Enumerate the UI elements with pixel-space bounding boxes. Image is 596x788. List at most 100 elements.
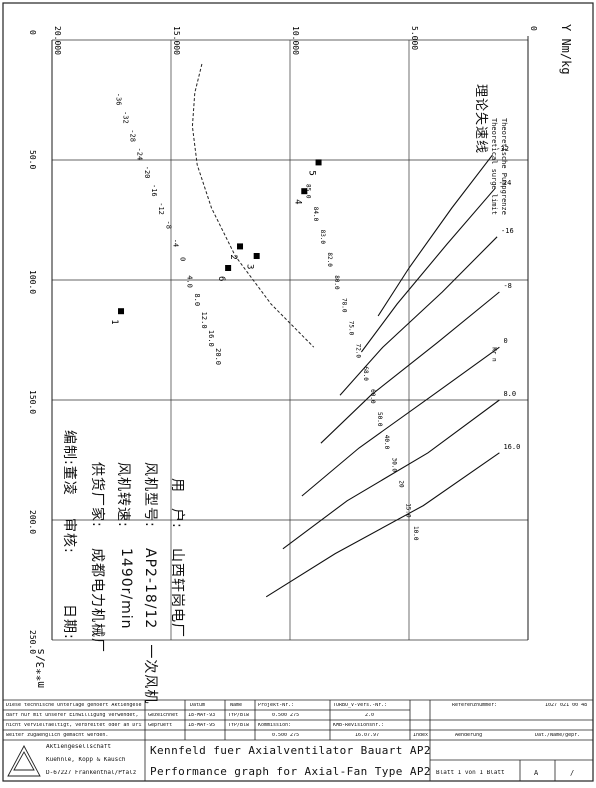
blade-angle-label: -20 bbox=[143, 166, 151, 179]
operating-point-label: Kr n bbox=[490, 347, 497, 362]
blade-angle-line bbox=[360, 188, 496, 353]
efficiency-label: 85.0 bbox=[305, 184, 312, 199]
blade-angle-label: -16 bbox=[150, 184, 158, 197]
blade-angle-line bbox=[265, 452, 500, 598]
kmb-value: 16.07.97 bbox=[355, 733, 380, 738]
x-axis-unit: m**3/s bbox=[34, 648, 47, 688]
surge-limit-label-cn: 理论失速线 bbox=[473, 84, 488, 155]
efficiency-label: 50.0 bbox=[376, 412, 383, 427]
supplier-label: 供货厂家: bbox=[89, 462, 105, 528]
y-axis-unit: Y Nm/kg bbox=[559, 24, 573, 75]
sheet-slash: / bbox=[570, 770, 575, 777]
x-tick-label: 200.0 bbox=[28, 510, 37, 534]
operating-point-number: 3 bbox=[245, 264, 255, 269]
blade-angle-line bbox=[377, 154, 493, 317]
operating-point-marker bbox=[301, 188, 308, 195]
operating-point-number: 5 bbox=[307, 170, 317, 175]
ref-number: 1027 021 00 48 bbox=[545, 703, 588, 708]
x-tick-label: 150.0 bbox=[28, 390, 37, 414]
company-address: D-67227 Frankenthal/Pfalz bbox=[46, 770, 137, 776]
sheet-format: A bbox=[534, 770, 539, 777]
efficiency-label: 78.0 bbox=[340, 298, 347, 313]
efficiency-label: 82.0 bbox=[326, 252, 333, 267]
y-tick-label: 10.000 bbox=[291, 26, 300, 55]
title-de: Kennfeld fuer Axialventilator Bauart AP2 bbox=[150, 745, 431, 756]
blade-angle-line-label: 16.0 bbox=[503, 443, 520, 451]
row-geprueft: Geprueft bbox=[148, 723, 173, 728]
x-tick-label: 250.0 bbox=[28, 630, 37, 654]
blade-angle-line bbox=[301, 346, 500, 497]
date-label: 日期: bbox=[61, 604, 77, 640]
blade-angle-label: -28 bbox=[129, 129, 137, 142]
row-gezeichnet: Gezeichnet bbox=[148, 713, 179, 718]
blade-angle-line-label: 0 bbox=[503, 337, 507, 345]
date-2: 18-MAY-95 bbox=[188, 723, 216, 728]
x-tick-label: 0 bbox=[28, 30, 37, 35]
company-name: Aktiengesellschaft bbox=[46, 744, 112, 750]
blade-angle-label: 20.0 bbox=[214, 348, 222, 365]
blade-angle-label: 16.0 bbox=[207, 330, 215, 347]
efficiency-label: 83.0 bbox=[319, 230, 326, 245]
projekt-value: 0.500 275 bbox=[272, 713, 300, 718]
date-1: 18-MAY-93 bbox=[188, 713, 216, 718]
prepared-label: 编制:董凌 bbox=[61, 430, 77, 496]
customer-value: 山西轩岗电厂 bbox=[169, 548, 185, 638]
title-en: Performance graph for Axial-Fan Type AP2 bbox=[150, 766, 431, 777]
name-1: TYP/Blw bbox=[228, 713, 250, 718]
blade-angle-line-label: -24 bbox=[499, 179, 512, 187]
efficiency-label: 72.0 bbox=[355, 344, 362, 359]
dat-label: Dat./Name/gepr. bbox=[535, 733, 581, 738]
col-datum: Datum bbox=[190, 703, 206, 708]
col-projekt: Projekt-Nr.: bbox=[258, 703, 295, 708]
blade-angle-label: -36 bbox=[114, 93, 122, 106]
kmb-label: KMB-Revisionsnr.: bbox=[333, 723, 385, 728]
supplier-value: 成都电力机械厂 bbox=[89, 548, 105, 653]
y-tick-label: 0 bbox=[529, 26, 538, 31]
blade-angle-label: -8 bbox=[164, 220, 172, 228]
operating-point-number: 6 bbox=[216, 276, 226, 281]
company-logo bbox=[7, 745, 41, 777]
model-value: AP2-18/12 一次风机 bbox=[142, 548, 158, 705]
blade-angle-line bbox=[282, 399, 500, 550]
company-name-2: Kuehnle, Kopp & Kausch bbox=[46, 757, 126, 763]
efficiency-label: 10.0 bbox=[412, 526, 419, 541]
kommission-value: 0.500 275 bbox=[272, 733, 300, 738]
sheet-count: Blatt 1 von 1 Blatt bbox=[436, 770, 505, 776]
operating-point-marker bbox=[225, 265, 232, 271]
legal-line-4: weiter zugaenglich gemacht werden. bbox=[6, 733, 109, 738]
operating-point-marker bbox=[315, 159, 322, 166]
blade-angle-label: -12 bbox=[157, 202, 165, 215]
blade-angle-line bbox=[339, 236, 498, 396]
operating-point-marker bbox=[118, 308, 125, 315]
operating-point-number: 4 bbox=[292, 199, 302, 204]
blade-angle-line-label: 8.0 bbox=[503, 390, 516, 398]
blade-angle-label: -32 bbox=[121, 111, 129, 124]
efficiency-label: 30.0 bbox=[390, 458, 397, 473]
x-tick-label: 50.0 bbox=[28, 150, 37, 169]
operating-point-number: 1 bbox=[109, 319, 119, 324]
speed-value: 1490r/min bbox=[118, 548, 134, 630]
blade-angle-label: 0 bbox=[179, 257, 187, 261]
col-turbo: TURBO_V-Vers.-Nr.: bbox=[333, 703, 388, 708]
blade-angle-line bbox=[320, 291, 500, 444]
aenderung-label: Aenderung bbox=[455, 733, 483, 738]
blade-angle-label: 8.0 bbox=[193, 293, 201, 306]
blade-angle-label: -4 bbox=[171, 239, 179, 247]
name-2: TYP/Blw bbox=[228, 723, 250, 728]
model-label: 风机型号: bbox=[142, 462, 158, 528]
surge-limit-label-de: Theoretische Pumpgrenze bbox=[500, 118, 508, 215]
turbo-value: 2.0 bbox=[365, 713, 375, 718]
efficiency-label: 40.0 bbox=[383, 435, 390, 450]
efficiency-label: 68.0 bbox=[362, 366, 369, 381]
y-tick-label: 20.000 bbox=[53, 26, 62, 55]
blade-angle-line-label: -32 bbox=[496, 145, 509, 153]
surge-limit-line bbox=[191, 63, 315, 348]
blade-angle-label: -24 bbox=[136, 148, 144, 161]
customer-row: 用 户: bbox=[169, 478, 185, 529]
efficiency-label: 15.0 bbox=[405, 503, 412, 518]
col-referenz: Referenznummer: bbox=[452, 703, 498, 708]
index-label: Index bbox=[413, 733, 429, 738]
y-tick-label: 5.000 bbox=[410, 26, 419, 50]
